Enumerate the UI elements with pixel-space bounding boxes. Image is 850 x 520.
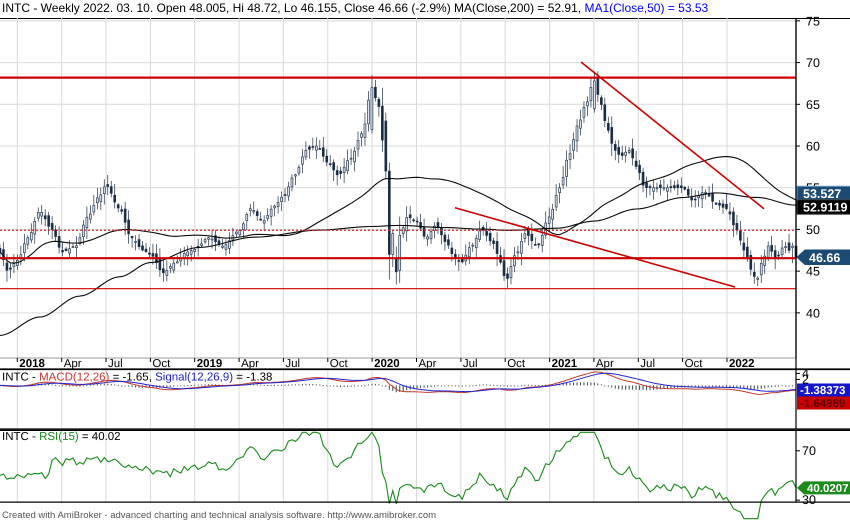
svg-text:53.527: 53.527 [803,187,841,201]
svg-text:Jul: Jul [463,358,478,370]
svg-text:30: 30 [802,493,816,507]
svg-text:2022: 2022 [729,358,755,370]
svg-text:Oct: Oct [152,358,171,370]
svg-text:Apr: Apr [596,358,614,370]
svg-text:70: 70 [806,56,820,70]
svg-text:-1.38373: -1.38373 [800,385,845,397]
svg-text:Apr: Apr [419,358,437,370]
svg-text:Apr: Apr [64,358,82,370]
svg-text:Oct: Oct [507,358,526,370]
svg-text:Jul: Jul [640,358,655,370]
svg-text:2021: 2021 [552,358,578,370]
svg-text:INTC - RSI(15) = 40.02: INTC - RSI(15) = 40.02 [2,431,121,443]
svg-text:Oct: Oct [330,358,349,370]
svg-text:46.66: 46.66 [809,251,840,265]
svg-text:Jul: Jul [108,358,123,370]
svg-text:60: 60 [806,140,820,154]
svg-text:50: 50 [806,223,820,237]
svg-text:70: 70 [802,444,816,458]
svg-text:2020: 2020 [374,358,400,370]
svg-text:45: 45 [806,265,820,279]
svg-text:40: 40 [806,306,820,320]
svg-text:Jul: Jul [285,358,300,370]
svg-text:2019: 2019 [197,358,223,370]
svg-text:INTC - MACD(12,26) = -1.65, Si: INTC - MACD(12,26) = -1.65, Signal(12,26… [2,372,272,384]
svg-text:40.0207: 40.0207 [807,483,849,495]
svg-text:2018: 2018 [19,358,45,370]
svg-text:Apr: Apr [241,358,259,370]
svg-text:65: 65 [806,98,820,112]
svg-text:52.9119: 52.9119 [803,201,848,215]
svg-text:-1.64989: -1.64989 [800,398,845,410]
svg-text:75: 75 [806,14,820,28]
svg-text:Oct: Oct [685,358,704,370]
